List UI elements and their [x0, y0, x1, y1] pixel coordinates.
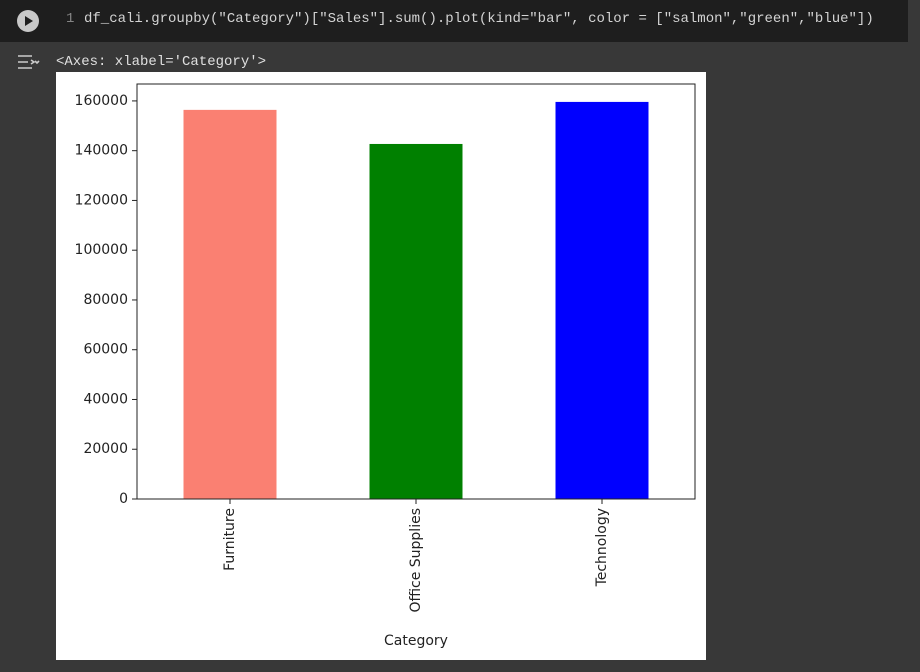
bar: [555, 101, 649, 499]
chart: Category 0 20000 40000 60000 80000 100000 1200…: [56, 72, 706, 660]
plot-frame: [136, 83, 696, 500]
x-tick-label: Office Supplies: [408, 508, 424, 613]
output-text: <Axes: xlabel='Category'>: [56, 54, 267, 70]
x-tick-label: Furniture: [222, 508, 238, 571]
y-tick-label: 100000: [75, 242, 128, 258]
run-button[interactable]: [17, 10, 39, 32]
y-tick-label: 20000: [83, 441, 128, 457]
x-axis-label: Category: [384, 633, 448, 649]
y-tick-label: 60000: [83, 342, 128, 358]
bar: [183, 109, 277, 499]
output-icon[interactable]: [16, 53, 40, 71]
y-tick-label: 40000: [83, 391, 128, 407]
code-text[interactable]: df_cali.groupby("Category")["Sales"].sum…: [84, 11, 874, 27]
y-tick-label: 0: [119, 491, 128, 507]
y-tick-label: 120000: [75, 192, 128, 208]
bar: [369, 143, 463, 499]
y-tick-label: 80000: [83, 292, 128, 308]
y-tick-label: 160000: [75, 93, 128, 109]
x-tick-label: Technology: [594, 508, 610, 587]
y-tick-label: 140000: [75, 143, 128, 159]
line-number: 1: [66, 11, 75, 27]
code-cell: 1 df_cali.groupby("Category")["Sales"].s…: [0, 0, 908, 42]
